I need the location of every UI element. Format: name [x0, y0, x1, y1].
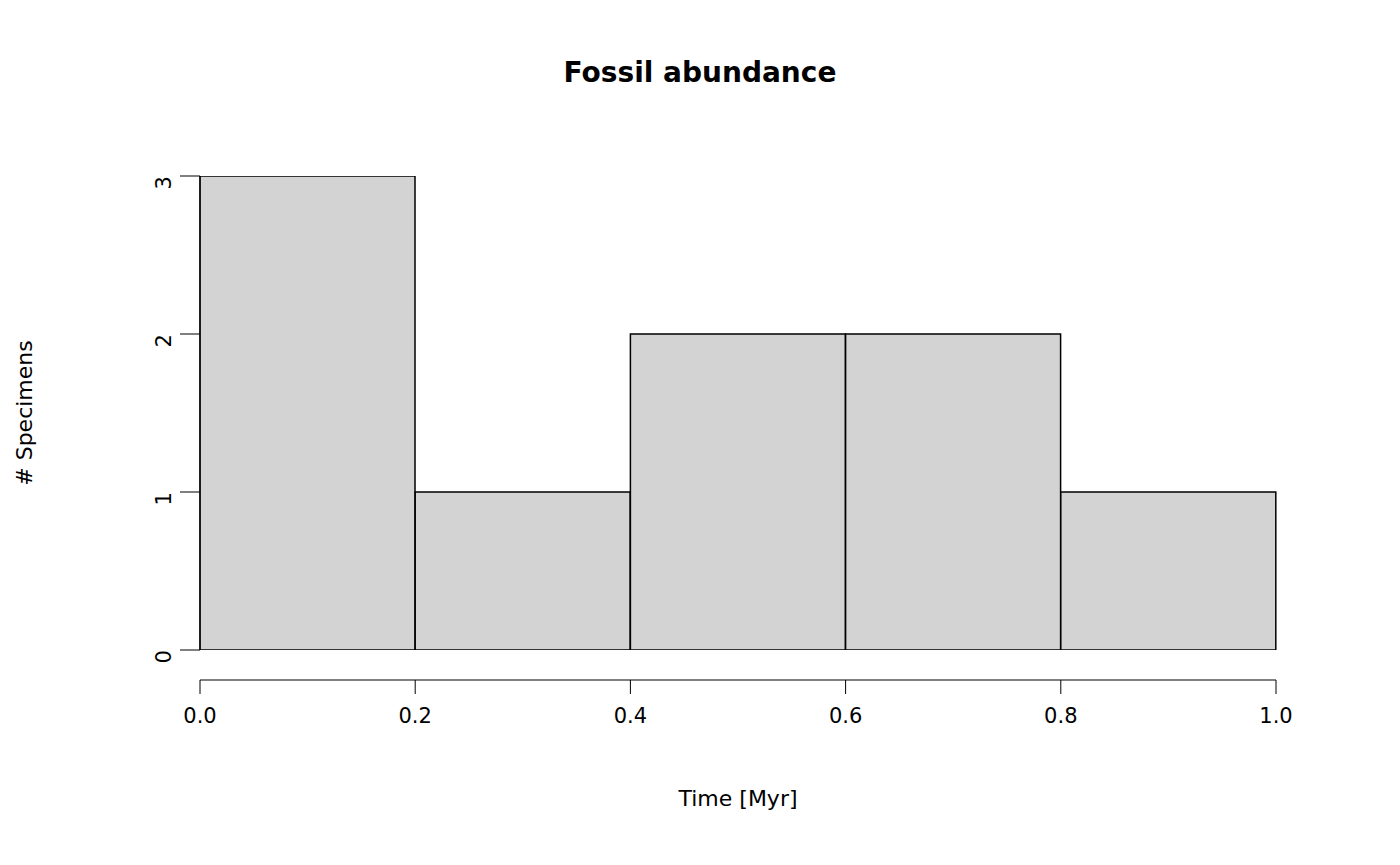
svg-text:1: 1 [152, 492, 176, 505]
svg-text:0.0: 0.0 [183, 704, 216, 728]
html-text:Time [Myr]: Time [Myr] [678, 786, 798, 811]
svg-text:0: 0 [152, 650, 176, 663]
svg-text:0.6: 0.6 [829, 704, 862, 728]
svg-text:1.0: 1.0 [1259, 704, 1292, 728]
svg-text:0.4: 0.4 [614, 704, 647, 728]
svg-text:0.2: 0.2 [398, 704, 431, 728]
html-text:Fossil abundance: Fossil abundance [563, 56, 837, 89]
svg-text:3: 3 [152, 176, 176, 189]
svg-text:2: 2 [152, 334, 176, 347]
svg-text:0.8: 0.8 [1044, 704, 1077, 728]
html-text:# Specimens: # Specimens [11, 340, 37, 486]
